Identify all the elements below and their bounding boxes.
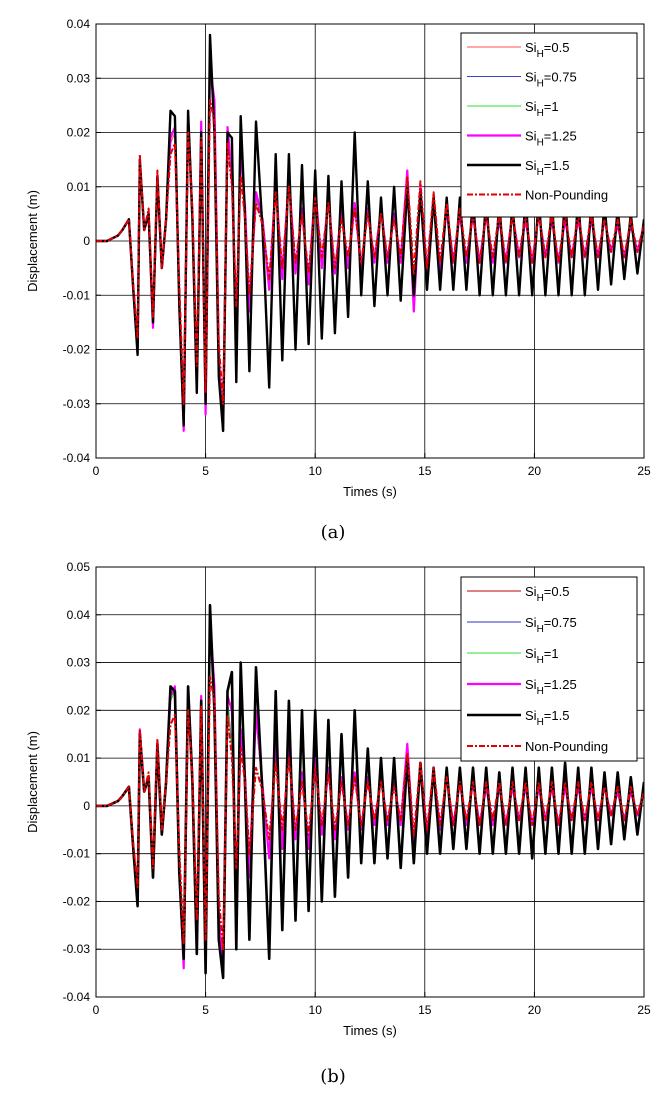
y-tick-label: 0.04: [67, 608, 91, 622]
y-tick-label: -0.04: [63, 451, 91, 465]
axes-frame: [95, 566, 645, 998]
legend-box: [460, 32, 638, 218]
x-tick-label: 5: [202, 464, 209, 478]
series-line-non-pounding: [96, 675, 644, 951]
y-tick-label: 0: [83, 234, 90, 248]
x-axis-label: Times (s): [343, 484, 397, 499]
legend-label: SiH=1.5: [525, 708, 569, 728]
y-axis-label: Displacement (m): [25, 190, 40, 292]
y-tick-label: 0.01: [67, 751, 91, 765]
x-tick-label: 15: [418, 464, 432, 478]
x-axis-label: Times (s): [343, 1023, 397, 1038]
axes-frame: [95, 23, 645, 459]
legend-label: SiH=0.75: [525, 615, 577, 635]
legend: SiH=0.5 SiH=0.75 SiH=1 SiH=1.25 SiH=1.5 Non-P…: [460, 576, 638, 762]
legend-label: Non-Pounding: [525, 739, 608, 754]
legend-label: SiH=1: [525, 646, 559, 666]
x-tick-label: 25: [637, 464, 651, 478]
chart-panel-b: 0 5 10 15 20 25 -0.04 -0.03 -0.02 -0.01 0 0.01 0.02 0…: [25, 560, 651, 1038]
y-tick-label: -0.03: [63, 942, 91, 956]
y-tick-label: -0.02: [63, 894, 91, 908]
x-tick-label: 25: [637, 1003, 651, 1017]
y-tick-label: 0.05: [67, 560, 91, 574]
y-tick-label: 0: [83, 799, 90, 813]
y-tick-label: -0.01: [63, 847, 91, 861]
y-tick-label: 0.01: [67, 180, 91, 194]
y-axis-label: Displacement (m): [25, 731, 40, 833]
series-line-non-pounding: [96, 98, 644, 405]
x-tick-label: 0: [93, 464, 100, 478]
x-tick-label: 10: [309, 1003, 323, 1017]
legend: SiH=0.5 SiH=0.75 SiH=1 SiH=1.25 SiH=1.5 Non-P…: [460, 32, 638, 218]
legend-label: SiH=0.5: [525, 584, 569, 604]
legend-label: SiH=0.5: [525, 40, 569, 60]
legend-label: Non-Pounding: [525, 188, 608, 203]
series-line-sih-1-5: [96, 33, 644, 433]
y-tick-label: 0.03: [67, 656, 91, 670]
y-tick-label: -0.04: [63, 990, 91, 1004]
legend-label: SiH=1.5: [525, 158, 569, 178]
legend-label: SiH=1.25: [525, 129, 577, 149]
series-group: [96, 603, 644, 980]
series-group: [96, 33, 644, 433]
y-tick-label: -0.02: [63, 343, 91, 357]
y-tick-label: 0.02: [67, 126, 91, 140]
y-tick-label: -0.01: [63, 288, 91, 302]
x-tick-label: 20: [528, 464, 542, 478]
x-tick-label: 15: [418, 1003, 432, 1017]
x-tick-label: 20: [528, 1003, 542, 1017]
x-tick-label: 0: [93, 1003, 100, 1017]
y-tick-label: 0.04: [67, 17, 91, 31]
legend-box: [460, 576, 638, 762]
x-tick-label: 5: [202, 1003, 209, 1017]
legend-label: SiH=1: [525, 99, 559, 119]
chart-panel-a: 0 5 10 15 20 25 -0.04 -0.03 -0.02 -0.01 0 0.01 0.02 0…: [25, 17, 651, 499]
legend-label: SiH=0.75: [525, 70, 577, 90]
y-tick-label: -0.03: [63, 397, 91, 411]
panel-caption: (a): [321, 522, 346, 543]
x-tick-label: 10: [309, 464, 323, 478]
y-tick-label: 0.03: [67, 71, 91, 85]
legend-label: SiH=1.25: [525, 677, 577, 697]
y-tick-label: 0.02: [67, 703, 91, 717]
panel-caption: (b): [320, 1066, 346, 1087]
